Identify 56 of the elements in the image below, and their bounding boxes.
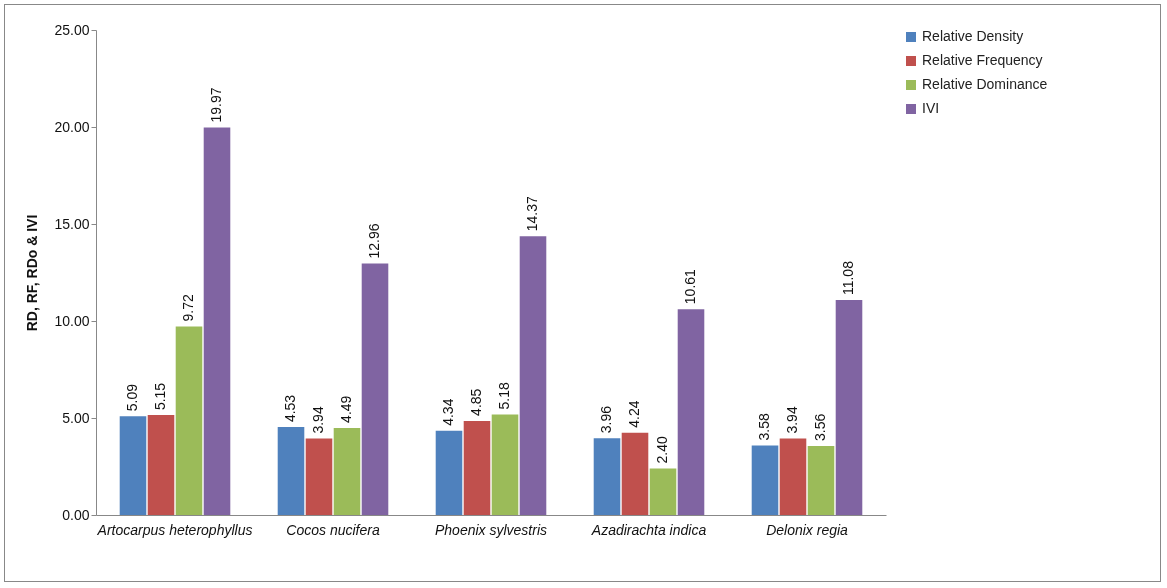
bar <box>203 127 231 515</box>
data-label: 3.96 <box>598 405 614 434</box>
data-label: 4.34 <box>440 398 456 426</box>
data-label: 5.18 <box>496 382 512 410</box>
data-label: 4.49 <box>338 395 354 423</box>
y-tick-label: 5.00 <box>62 409 90 426</box>
bar <box>435 430 463 515</box>
x-tick-label: Delonix regia <box>766 521 849 538</box>
y-tick-label: 15.00 <box>54 215 90 232</box>
x-tick-label: Phoenix sylvestris <box>434 521 548 538</box>
y-axis-title: RD, RF, RDo & IVI <box>24 214 41 332</box>
y-tick-label: 0.00 <box>62 506 90 523</box>
bar <box>677 309 705 515</box>
data-label: 4.24 <box>626 400 642 428</box>
bar <box>463 420 491 515</box>
bar <box>835 300 863 515</box>
bar <box>119 416 147 515</box>
data-label: 3.94 <box>784 406 800 434</box>
data-label: 3.58 <box>756 413 772 441</box>
bar <box>333 427 361 515</box>
bar <box>751 445 779 515</box>
data-label: 2.40 <box>654 435 670 464</box>
data-label: 9.72 <box>180 293 196 322</box>
bar <box>147 415 175 515</box>
bar <box>593 438 621 515</box>
legend-label: Relative Density <box>922 28 1024 44</box>
bar <box>519 236 547 515</box>
data-label: 5.15 <box>152 382 168 411</box>
data-label: 14.37 <box>524 195 540 232</box>
legend-label: IVI <box>922 100 940 116</box>
data-label: 3.56 <box>812 413 828 441</box>
bar <box>649 468 677 515</box>
data-label: 12.96 <box>366 223 382 259</box>
x-tick-label: Artocarpus heterophyllus <box>96 521 253 538</box>
data-label: 3.94 <box>310 406 326 434</box>
data-label: 4.85 <box>468 388 484 416</box>
bar <box>175 326 203 515</box>
bar <box>491 414 519 515</box>
y-tick-label: 10.00 <box>54 312 90 329</box>
bar <box>305 438 333 515</box>
y-tick-label: 20.00 <box>54 118 90 135</box>
bar <box>361 263 389 515</box>
legend-label: Relative Dominance <box>922 76 1048 92</box>
bar <box>621 432 649 515</box>
legend-label: Relative Frequency <box>922 52 1043 68</box>
x-tick-label: Cocos nucifera <box>286 521 380 538</box>
data-label: 4.53 <box>282 394 298 423</box>
bar <box>277 427 305 515</box>
data-label: 5.09 <box>124 383 140 412</box>
data-label: 19.97 <box>208 87 224 123</box>
bar <box>779 438 807 515</box>
x-tick-label: Azadirachta indica <box>590 521 707 538</box>
y-tick-label: 25.00 <box>54 21 90 38</box>
data-label: 11.08 <box>840 260 856 296</box>
data-label: 10.61 <box>682 268 698 305</box>
bar <box>807 445 835 515</box>
